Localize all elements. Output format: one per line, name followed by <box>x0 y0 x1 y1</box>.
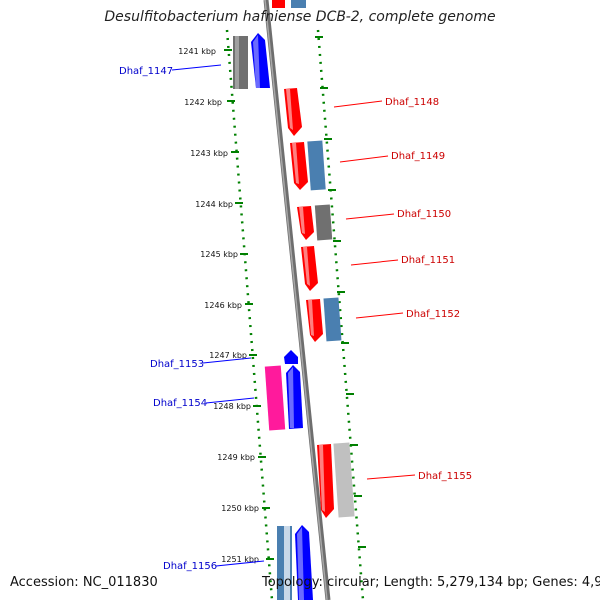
tick-label: 1246 kbp <box>204 301 242 310</box>
gene-feature[interactable] <box>291 0 306 8</box>
gene-dhaf-1148[interactable] <box>284 88 302 136</box>
tick-label: 1244 kbp <box>195 200 233 209</box>
accession-text: Accession: NC_011830 <box>10 575 158 590</box>
gene-label[interactable]: Dhaf_1147 <box>119 66 173 77</box>
tick-marks <box>224 36 366 560</box>
gene-label[interactable]: Dhaf_1148 <box>385 97 439 108</box>
tick-label: 1243 kbp <box>190 149 228 158</box>
gene-dhaf-1156[interactable] <box>277 525 313 600</box>
gene-dhaf-1147[interactable] <box>233 33 270 89</box>
tick-label: 1249 kbp <box>217 453 255 462</box>
tick-label: 1250 kbp <box>221 504 259 513</box>
gene-label[interactable]: Dhaf_1155 <box>418 471 472 482</box>
tick-label: 1248 kbp <box>213 402 251 411</box>
map-title: Desulfitobacterium hafniense DCB-2, comp… <box>104 9 496 25</box>
gene-label[interactable]: Dhaf_1154 <box>153 398 207 409</box>
gene-dhaf-1155[interactable] <box>317 442 355 518</box>
gene-label[interactable]: Dhaf_1150 <box>397 209 451 220</box>
gene-dhaf-1151[interactable] <box>301 246 318 291</box>
tick-label: 1241 kbp <box>178 47 216 56</box>
tick-label: 1247 kbp <box>209 351 247 360</box>
gene-label[interactable]: Dhaf_1152 <box>406 309 460 320</box>
gene-dhaf-1153[interactable] <box>284 350 298 364</box>
genome-backbone <box>263 0 331 600</box>
gene-dhaf-1154[interactable] <box>264 365 303 431</box>
tick-label: 1251 kbp <box>221 555 259 564</box>
tick-label: 1242 kbp <box>184 98 222 107</box>
gene-dhaf-1150[interactable] <box>297 204 333 241</box>
tick-label: 1245 kbp <box>200 250 238 259</box>
gene-label[interactable]: Dhaf_1153 <box>150 359 204 370</box>
gene-label[interactable]: Dhaf_1151 <box>401 255 455 266</box>
topology-text: Topology: circular; Length: 5,279,134 bp… <box>262 575 600 590</box>
gene-label[interactable]: Dhaf_1156 <box>163 561 217 572</box>
gene-dhaf-1152[interactable] <box>306 297 342 342</box>
gene-label[interactable]: Dhaf_1149 <box>391 151 445 162</box>
gene-dhaf-1149[interactable] <box>290 140 326 191</box>
gene-feature[interactable] <box>272 0 285 8</box>
left-guide-track <box>225 29 274 600</box>
label-leader-lines <box>171 64 416 567</box>
